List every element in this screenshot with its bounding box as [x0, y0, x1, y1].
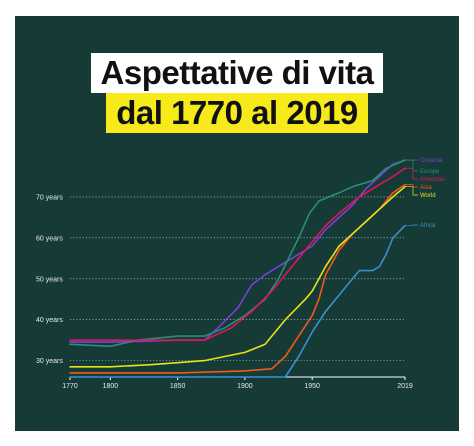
series-line-americas [69, 167, 406, 341]
title-line-1-wrapper: Aspettative di vita [15, 53, 459, 93]
y-tick-label-70: 70 years [36, 194, 63, 201]
y-tick-label-40: 40 years [36, 317, 63, 324]
series-layer [69, 159, 406, 378]
chart-panel: Aspettative di vita dal 1770 al 2019 30 … [15, 16, 459, 431]
legend-label-asia: Asia [420, 185, 432, 191]
y-tick-label-50: 50 years [36, 276, 63, 283]
chart-title-line-2: dal 1770 al 2019 [106, 93, 368, 133]
y-tick-label-60: 60 years [36, 235, 63, 242]
series-line-oceania [69, 159, 406, 343]
legend-connector-world [405, 186, 418, 196]
y-tick-label-30: 30 years [36, 358, 63, 365]
x-tick-label-1850: 1850 [170, 383, 186, 390]
chart-title-line-1: Aspettative di vita [90, 53, 384, 93]
series-line-africa [69, 224, 406, 378]
title-line-2-wrapper: dal 1770 al 2019 [15, 93, 459, 133]
legend-connector-asia [405, 184, 418, 188]
legend-layer: Oceania Europe Americas Asia World Africa [405, 158, 445, 229]
legend-label-africa: Africa [420, 223, 436, 229]
legend-label-oceania: Oceania [420, 158, 443, 164]
legend-label-world: World [420, 193, 436, 199]
x-tick-label-1900: 1900 [237, 383, 253, 390]
legend-connector-americas [405, 167, 418, 180]
legend-label-europe: Europe [420, 169, 440, 175]
x-tick-label-2019: 2019 [397, 383, 413, 390]
series-line-world [69, 185, 406, 368]
life-expectancy-chart: 30 years 40 years 50 years 60 years 70 years… [36, 158, 445, 390]
grid-layer [70, 196, 405, 361]
legend-label-americas: Americas [420, 177, 445, 183]
legend-connector-africa [405, 224, 418, 226]
legend-connector-europe [405, 159, 418, 172]
x-tick-label-1800: 1800 [103, 383, 119, 390]
x-tick-label-1770: 1770 [62, 383, 78, 390]
series-line-europe [69, 159, 406, 348]
x-tick-label-1950: 1950 [304, 383, 320, 390]
